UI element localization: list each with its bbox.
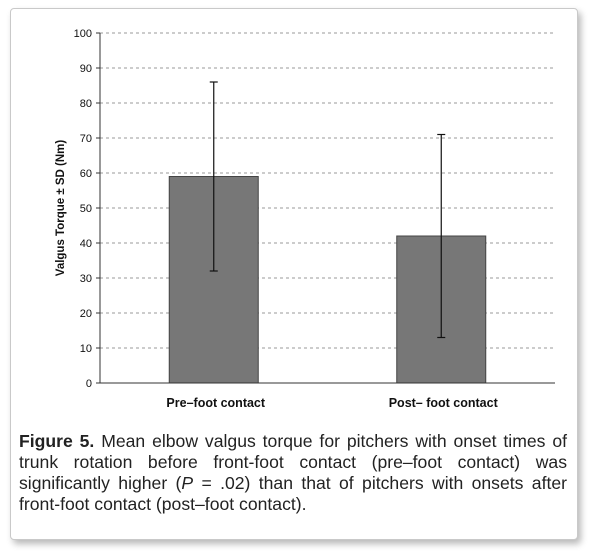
x-category-label: Pre–foot contact	[166, 396, 265, 410]
axes	[96, 32, 555, 384]
caption-text-a: Mean elbow valgus torque for pitchers wi…	[19, 431, 567, 493]
y-tick-label: 70	[80, 133, 92, 145]
y-tick-label: 40	[80, 238, 92, 250]
bars	[168, 176, 487, 384]
y-tick-label: 80	[80, 98, 92, 110]
error-bars	[209, 81, 446, 339]
caption-label: Figure 5.	[19, 431, 95, 451]
figure-caption: Figure 5. Mean elbow valgus torque for p…	[19, 431, 567, 515]
caption-text-b: = .02) than that of pitchers with onsets…	[19, 473, 567, 514]
y-tick-label: 10	[80, 343, 92, 355]
y-tick-label: 20	[80, 308, 92, 320]
y-tick-label: 100	[74, 28, 92, 40]
y-tick-label: 60	[80, 168, 92, 180]
y-axis-label: Valgus Torque ± SD (Nm)	[55, 140, 67, 277]
y-tick-label: 90	[80, 63, 92, 75]
y-tick-labels: 0 10 20 30 40 50 60 70 80 90 100	[74, 28, 92, 390]
y-tick-label: 30	[80, 273, 92, 285]
caption-p-symbol: P	[181, 473, 194, 493]
x-category-label: Post– foot contact	[389, 396, 499, 410]
x-category-labels: Pre–foot contact Post– foot contact	[166, 396, 498, 410]
grid-lines	[100, 32, 555, 349]
y-tick-label: 50	[80, 203, 92, 215]
y-tick-label: 0	[86, 378, 92, 390]
